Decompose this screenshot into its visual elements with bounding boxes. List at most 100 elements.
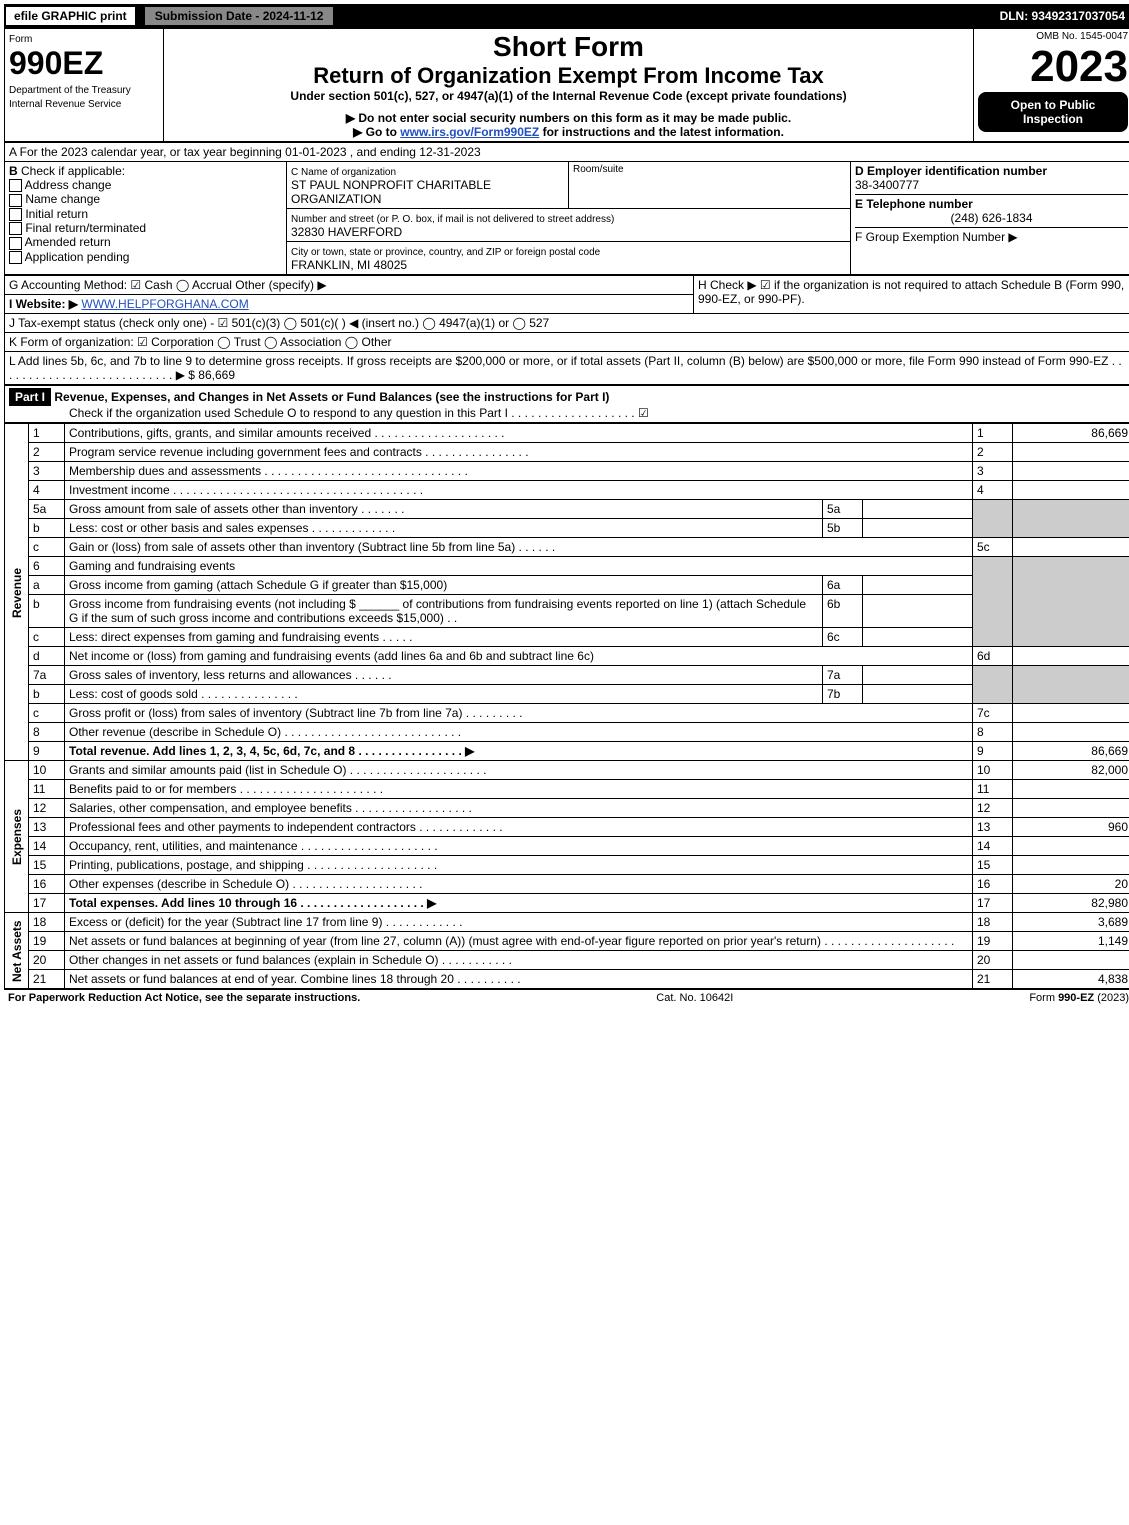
ln12-a bbox=[1013, 799, 1129, 818]
ln12-t: Salaries, other compensation, and employ… bbox=[65, 799, 973, 818]
irs-link[interactable]: www.irs.gov/Form990EZ bbox=[400, 125, 539, 139]
cb-initial[interactable] bbox=[9, 208, 22, 221]
ln10-n: 10 bbox=[29, 761, 65, 780]
ln8-n: 8 bbox=[29, 723, 65, 742]
ln21-a: 4,838 bbox=[1013, 970, 1129, 989]
ln17-n: 17 bbox=[29, 894, 65, 913]
ln11-n: 11 bbox=[29, 780, 65, 799]
ln2-t: Program service revenue including govern… bbox=[65, 443, 973, 462]
opt-name: Name change bbox=[25, 192, 100, 206]
line-j: J Tax-exempt status (check only one) - ☑… bbox=[5, 314, 1129, 333]
ln4-t: Investment income . . . . . . . . . . . … bbox=[65, 481, 973, 500]
ln2-rn: 2 bbox=[973, 443, 1013, 462]
ln6c-v bbox=[862, 628, 972, 647]
ln7b-n: b bbox=[29, 685, 65, 704]
ghijk-block: G Accounting Method: ☑ Cash ◯ Accrual Ot… bbox=[4, 275, 1129, 385]
ln12-rn: 12 bbox=[973, 799, 1013, 818]
ln21-t: Net assets or fund balances at end of ye… bbox=[65, 970, 973, 989]
l-amount: $ 86,669 bbox=[188, 368, 235, 382]
footer-right: Form 990-EZ (2023) bbox=[1029, 992, 1129, 1004]
ln6d-n: d bbox=[29, 647, 65, 666]
ln5c-n: c bbox=[29, 538, 65, 557]
website-link[interactable]: WWW.HELPFORGHANA.COM bbox=[81, 297, 248, 311]
cb-name-change[interactable] bbox=[9, 194, 22, 207]
line-l: L Add lines 5b, 6c, and 7b to line 9 to … bbox=[5, 352, 1129, 385]
opt-initial: Initial return bbox=[25, 207, 88, 221]
ln15-n: 15 bbox=[29, 856, 65, 875]
ln18-rn: 18 bbox=[973, 913, 1013, 932]
ln13-a: 960 bbox=[1013, 818, 1129, 837]
part-i-subtitle: Check if the organization used Schedule … bbox=[9, 406, 649, 420]
opt-final: Final return/terminated bbox=[25, 221, 146, 235]
ln16-n: 16 bbox=[29, 875, 65, 894]
ln9-n: 9 bbox=[29, 742, 65, 761]
city-label: City or town, state or province, country… bbox=[291, 247, 600, 258]
cb-final[interactable] bbox=[9, 222, 22, 235]
line-a: A For the 2023 calendar year, or tax yea… bbox=[5, 143, 1129, 162]
shade-5b bbox=[1013, 500, 1129, 538]
footer: For Paperwork Reduction Act Notice, see … bbox=[4, 989, 1129, 1006]
ln14-n: 14 bbox=[29, 837, 65, 856]
warn-goto: ▶ Go to www.irs.gov/Form990EZ for instru… bbox=[168, 125, 969, 139]
i-label: I Website: ▶ bbox=[9, 297, 78, 311]
ln3-a bbox=[1013, 462, 1129, 481]
e-label: E Telephone number bbox=[855, 197, 973, 211]
ln5a-v bbox=[862, 500, 972, 519]
top-bar: efile GRAPHIC print Submission Date - 20… bbox=[4, 4, 1129, 28]
ln20-rn: 20 bbox=[973, 951, 1013, 970]
ln6b-n: b bbox=[29, 595, 65, 628]
shade-7b bbox=[1013, 666, 1129, 704]
ln6a-v bbox=[862, 576, 972, 595]
ln16-a: 20 bbox=[1013, 875, 1129, 894]
ln7b-sn: 7b bbox=[822, 685, 862, 704]
footer-mid: Cat. No. 10642I bbox=[656, 992, 733, 1004]
shade-7 bbox=[973, 666, 1013, 704]
ln7b-t: Less: cost of goods sold . . . . . . . .… bbox=[65, 685, 823, 704]
ln7b-v bbox=[862, 685, 972, 704]
tax-year: 2023 bbox=[978, 42, 1128, 92]
street-label: Number and street (or P. O. box, if mail… bbox=[291, 214, 614, 225]
ln7c-n: c bbox=[29, 704, 65, 723]
submission-date: Submission Date - 2024-11-12 bbox=[143, 5, 336, 27]
ln16-t: Other expenses (describe in Schedule O) … bbox=[65, 875, 973, 894]
ln13-rn: 13 bbox=[973, 818, 1013, 837]
section-netassets: Net Assets bbox=[5, 913, 29, 989]
ln7a-v bbox=[862, 666, 972, 685]
ln14-t: Occupancy, rent, utilities, and maintena… bbox=[65, 837, 973, 856]
line-g: G Accounting Method: ☑ Cash ◯ Accrual Ot… bbox=[5, 276, 694, 295]
cb-amended[interactable] bbox=[9, 237, 22, 250]
ln2-n: 2 bbox=[29, 443, 65, 462]
ln14-rn: 14 bbox=[973, 837, 1013, 856]
opt-pending: Application pending bbox=[25, 250, 130, 264]
section-expenses: Expenses bbox=[5, 761, 29, 913]
lines-table: Revenue 1 Contributions, gifts, grants, … bbox=[4, 423, 1129, 989]
info-block: A For the 2023 calendar year, or tax yea… bbox=[4, 142, 1129, 275]
c-name-label: C Name of organization bbox=[291, 167, 396, 178]
opt-address: Address change bbox=[25, 178, 112, 192]
ln14-a bbox=[1013, 837, 1129, 856]
ln17-rn: 17 bbox=[973, 894, 1013, 913]
phone: (248) 626-1834 bbox=[855, 211, 1128, 225]
ln10-rn: 10 bbox=[973, 761, 1013, 780]
ln20-n: 20 bbox=[29, 951, 65, 970]
b-label: Check if applicable: bbox=[21, 164, 125, 178]
line-k: K Form of organization: ☑ Corporation ◯ … bbox=[5, 333, 1129, 352]
street: 32830 HAVERFORD bbox=[291, 225, 402, 239]
ln9-rn: 9 bbox=[973, 742, 1013, 761]
ln5a-sn: 5a bbox=[822, 500, 862, 519]
ln7a-t: Gross sales of inventory, less returns a… bbox=[65, 666, 823, 685]
ln8-a bbox=[1013, 723, 1129, 742]
ln7c-rn: 7c bbox=[973, 704, 1013, 723]
header-table: Form 990EZ Department of the Treasury In… bbox=[4, 28, 1129, 142]
part-i-label: Part I bbox=[9, 388, 51, 406]
ln19-a: 1,149 bbox=[1013, 932, 1129, 951]
ln19-n: 19 bbox=[29, 932, 65, 951]
ln11-a bbox=[1013, 780, 1129, 799]
ln18-n: 18 bbox=[29, 913, 65, 932]
part-i-title: Revenue, Expenses, and Changes in Net As… bbox=[54, 390, 609, 404]
ln6c-n: c bbox=[29, 628, 65, 647]
cb-address-change[interactable] bbox=[9, 179, 22, 192]
cb-pending[interactable] bbox=[9, 251, 22, 264]
print-button[interactable]: efile GRAPHIC print bbox=[4, 5, 137, 27]
shade-6b bbox=[1013, 557, 1129, 647]
